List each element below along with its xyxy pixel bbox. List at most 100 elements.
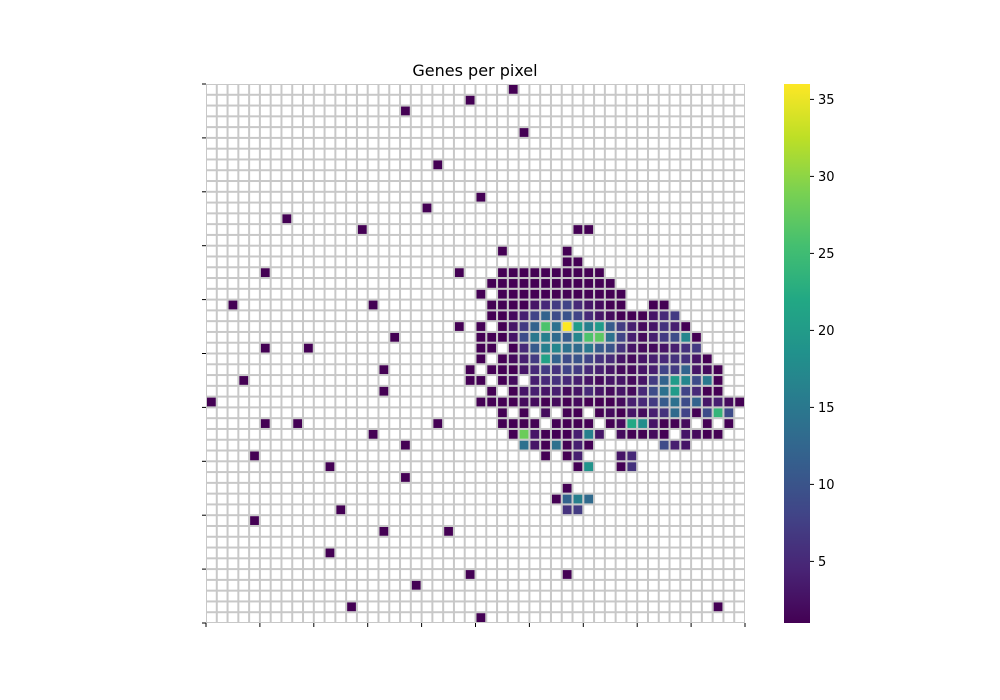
empty-cell <box>228 225 238 234</box>
empty-cell <box>465 311 475 321</box>
empty-cell <box>648 537 658 547</box>
empty-cell <box>368 408 378 418</box>
empty-cell <box>271 257 281 267</box>
empty-cell <box>454 289 464 299</box>
heatmap-cell <box>735 397 744 407</box>
empty-cell <box>530 128 540 137</box>
empty-cell <box>627 300 637 310</box>
empty-cell <box>454 257 464 267</box>
empty-cell <box>422 419 432 428</box>
empty-cell <box>508 257 518 267</box>
empty-cell <box>476 440 486 450</box>
heatmap-cell <box>659 419 669 428</box>
empty-cell <box>411 602 421 612</box>
empty-cell <box>444 117 453 127</box>
empty-cell <box>476 95 486 105</box>
empty-cell <box>541 214 550 224</box>
empty-cell <box>648 570 658 579</box>
empty-cell <box>627 203 637 213</box>
empty-cell <box>433 365 443 375</box>
empty-cell <box>304 149 313 159</box>
heatmap-cell <box>541 322 550 331</box>
empty-cell <box>433 483 443 493</box>
empty-cell <box>498 235 507 245</box>
empty-cell <box>357 440 367 450</box>
empty-cell <box>239 343 249 353</box>
empty-cell <box>336 570 346 579</box>
empty-cell <box>659 483 669 493</box>
empty-cell <box>228 235 238 245</box>
empty-cell <box>692 419 701 428</box>
heatmap-cell <box>681 343 691 353</box>
empty-cell <box>207 171 216 181</box>
heatmap-cell <box>659 397 669 407</box>
empty-cell <box>519 225 529 234</box>
heatmap-cell <box>584 343 594 353</box>
empty-cell <box>735 440 744 450</box>
empty-cell <box>368 613 378 622</box>
heatmap-cell <box>670 322 680 331</box>
empty-cell <box>368 138 378 148</box>
empty-cell <box>465 138 475 148</box>
heatmap-cell <box>476 289 486 299</box>
empty-cell <box>325 279 335 288</box>
empty-cell <box>444 332 453 342</box>
empty-cell <box>659 203 669 213</box>
empty-cell <box>444 85 453 94</box>
empty-cell <box>498 602 507 612</box>
empty-cell <box>271 182 281 191</box>
empty-cell <box>541 526 550 536</box>
empty-cell <box>422 559 432 569</box>
heatmap-cell <box>595 429 604 439</box>
empty-cell <box>336 246 346 256</box>
empty-cell <box>325 128 335 137</box>
empty-cell <box>357 397 367 407</box>
empty-cell <box>476 602 486 612</box>
empty-cell <box>207 386 216 396</box>
empty-cell <box>541 106 550 116</box>
empty-cell <box>648 192 658 202</box>
empty-cell <box>498 516 507 525</box>
heatmap-cell <box>498 246 507 256</box>
empty-cell <box>293 203 303 213</box>
empty-cell <box>260 235 270 245</box>
empty-cell <box>368 95 378 105</box>
empty-cell <box>379 235 389 245</box>
empty-cell <box>411 106 421 116</box>
empty-cell <box>357 343 367 353</box>
empty-cell <box>541 537 550 547</box>
empty-cell <box>282 311 292 321</box>
empty-cell <box>336 365 346 375</box>
empty-cell <box>487 95 497 105</box>
empty-cell <box>347 106 356 116</box>
empty-cell <box>336 473 346 482</box>
empty-cell <box>293 85 303 94</box>
empty-cell <box>648 85 658 94</box>
empty-cell <box>304 451 313 461</box>
heatmap-cell <box>648 429 658 439</box>
empty-cell <box>584 451 594 461</box>
empty-cell <box>390 483 400 493</box>
empty-cell <box>260 289 270 299</box>
empty-cell <box>702 559 712 569</box>
empty-cell <box>401 602 410 612</box>
empty-cell <box>271 516 281 525</box>
heatmap-cell <box>487 300 497 310</box>
empty-cell <box>595 580 604 590</box>
empty-cell <box>616 526 626 536</box>
heatmap-cell <box>379 365 389 375</box>
heatmap-cell <box>670 440 680 450</box>
empty-cell <box>347 322 356 331</box>
empty-cell <box>648 451 658 461</box>
empty-cell <box>314 85 324 94</box>
empty-cell <box>357 537 367 547</box>
empty-cell <box>541 494 550 504</box>
empty-cell <box>454 559 464 569</box>
empty-cell <box>260 182 270 191</box>
empty-cell <box>616 580 626 590</box>
empty-cell <box>584 85 594 94</box>
empty-cell <box>519 602 529 612</box>
heatmap-cell <box>681 376 691 385</box>
empty-cell <box>368 279 378 288</box>
empty-cell <box>670 149 680 159</box>
